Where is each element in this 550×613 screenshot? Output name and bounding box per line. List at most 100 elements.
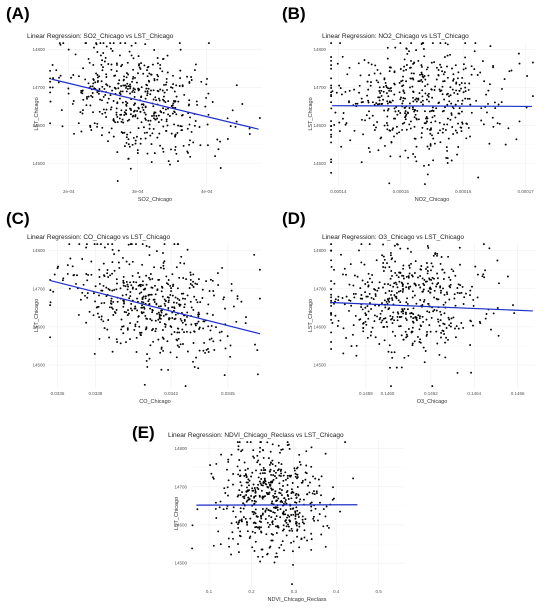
data-point bbox=[146, 365, 149, 368]
data-point bbox=[174, 106, 177, 109]
data-point bbox=[402, 84, 405, 87]
data-point bbox=[121, 132, 124, 134]
data-point bbox=[360, 101, 363, 104]
data-point bbox=[260, 526, 262, 529]
data-point bbox=[531, 61, 534, 64]
data-point bbox=[396, 113, 399, 116]
data-point bbox=[254, 540, 257, 543]
data-point bbox=[103, 246, 106, 249]
data-point bbox=[129, 295, 132, 298]
data-point bbox=[285, 519, 287, 522]
data-point bbox=[85, 104, 88, 107]
data-point bbox=[473, 50, 476, 53]
data-point bbox=[226, 335, 229, 338]
data-point bbox=[421, 126, 424, 129]
data-point bbox=[109, 42, 112, 45]
data-point bbox=[179, 261, 182, 264]
data-point bbox=[386, 325, 389, 328]
y-tick-label: 14500 bbox=[313, 363, 326, 368]
data-point bbox=[335, 91, 338, 94]
data-point bbox=[164, 300, 167, 303]
data-point bbox=[244, 517, 247, 520]
data-point bbox=[379, 316, 382, 319]
data-point bbox=[450, 102, 453, 105]
data-point bbox=[195, 298, 198, 301]
data-point bbox=[89, 124, 92, 127]
data-point bbox=[388, 129, 391, 132]
data-point bbox=[167, 160, 170, 163]
data-point bbox=[394, 281, 397, 284]
data-point bbox=[146, 94, 149, 97]
data-point bbox=[404, 317, 407, 320]
data-point bbox=[170, 287, 173, 290]
data-point bbox=[531, 95, 534, 98]
data-point bbox=[186, 150, 189, 153]
data-point bbox=[258, 297, 261, 300]
data-point bbox=[391, 330, 394, 333]
data-point bbox=[368, 150, 371, 153]
data-point bbox=[296, 509, 299, 512]
data-point bbox=[338, 121, 341, 124]
data-point bbox=[78, 243, 81, 246]
data-point bbox=[150, 319, 153, 322]
data-point bbox=[187, 151, 189, 154]
data-point bbox=[330, 299, 333, 302]
data-point bbox=[125, 86, 127, 89]
data-point bbox=[297, 513, 300, 516]
data-point bbox=[497, 103, 500, 106]
data-point bbox=[474, 265, 477, 268]
data-point bbox=[287, 498, 290, 500]
data-point bbox=[254, 531, 257, 534]
data-point bbox=[402, 267, 405, 270]
data-point bbox=[168, 317, 171, 320]
data-point bbox=[119, 93, 122, 96]
data-point bbox=[296, 528, 299, 531]
data-point bbox=[472, 298, 475, 301]
data-point bbox=[298, 525, 301, 528]
data-point bbox=[287, 523, 289, 526]
chart-title: Linear Regression: O3_Chicago vs LST_Chi… bbox=[322, 234, 464, 241]
data-point bbox=[421, 73, 424, 76]
data-point bbox=[144, 295, 147, 298]
data-point bbox=[462, 303, 465, 305]
data-point bbox=[489, 45, 492, 48]
chart-title: Linear Regression: NO2_Chicago vs LST_Ch… bbox=[322, 33, 469, 40]
data-point bbox=[399, 98, 402, 101]
data-point bbox=[402, 287, 405, 290]
data-point bbox=[450, 159, 453, 162]
data-point bbox=[496, 122, 499, 125]
data-point bbox=[106, 269, 109, 271]
data-point bbox=[277, 526, 280, 529]
data-point bbox=[348, 89, 351, 92]
data-point bbox=[129, 87, 132, 90]
data-point bbox=[129, 322, 132, 325]
data-point bbox=[372, 124, 375, 127]
data-point bbox=[266, 552, 269, 555]
data-point bbox=[360, 118, 363, 121]
data-point bbox=[192, 286, 195, 288]
data-point bbox=[199, 301, 202, 304]
data-point bbox=[404, 97, 407, 100]
data-point bbox=[281, 501, 284, 504]
data-point bbox=[137, 272, 140, 274]
data-point bbox=[292, 540, 295, 543]
data-point bbox=[433, 289, 436, 292]
data-point bbox=[249, 441, 252, 444]
data-point bbox=[66, 264, 69, 267]
y-tick-label: 14600 bbox=[313, 325, 326, 330]
data-point bbox=[127, 85, 130, 88]
data-point bbox=[270, 502, 273, 505]
data-point bbox=[281, 540, 284, 543]
data-point bbox=[206, 144, 209, 147]
data-point bbox=[136, 309, 139, 312]
data-point bbox=[247, 496, 250, 499]
y-axis-label: LST_Chicago bbox=[34, 299, 40, 332]
data-point bbox=[125, 136, 128, 139]
data-point bbox=[293, 469, 296, 472]
data-point bbox=[190, 76, 193, 78]
data-point bbox=[408, 264, 411, 267]
data-point bbox=[390, 141, 393, 143]
data-point bbox=[301, 479, 304, 482]
data-point bbox=[286, 441, 289, 444]
